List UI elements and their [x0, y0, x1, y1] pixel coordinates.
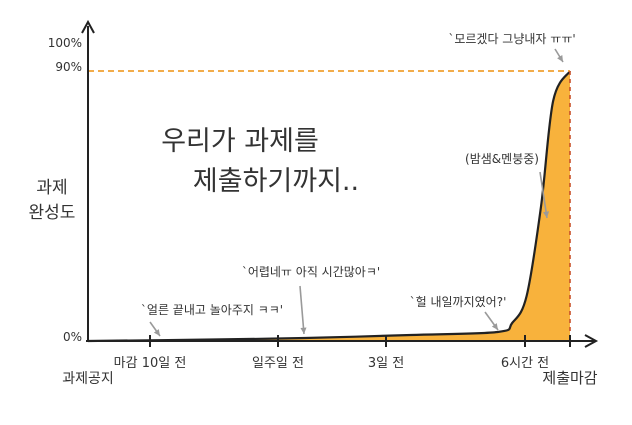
y-axis-label-line2: 완성도 [29, 203, 76, 223]
completion-curve [87, 70, 571, 343]
x-start-label: 과제공지 [62, 371, 114, 387]
y-tick-90: 90% [55, 60, 82, 74]
x-tick-label: 3일 전 [368, 356, 404, 371]
annotation-label: (밤샘&멘붕중) [465, 152, 539, 166]
x-tick-label: 6시간 전 [501, 356, 549, 371]
annotation-label: `얼른 끝내고 놀아주지 ㅋㅋ' [141, 303, 283, 317]
x-tick-label: 마감 10일 전 [114, 356, 187, 371]
chart-title-line1: 우리가 과제를 [161, 126, 319, 157]
annotation-arrow [299, 285, 305, 335]
x-tick-label: 일주일 전 [252, 356, 304, 371]
y-tick-100: 100% [48, 36, 82, 50]
annotation-arrowhead [491, 323, 498, 330]
annotation-arrowhead [557, 55, 563, 62]
annotation-arrow [539, 171, 548, 219]
annotation-label: `모르겠다 그냥내자 ㅠㅠ' [448, 32, 575, 46]
chart-title-line2: 제출하기까지.. [193, 166, 359, 197]
annotation-arrowhead [543, 211, 550, 218]
annotation-label: `어렵네ㅠ 아직 시간많아ㅋ' [242, 265, 380, 279]
annotation-arrowhead [300, 327, 307, 334]
y-axis-arrow [81, 19, 95, 34]
x-end-label: 제출마감 [542, 369, 597, 387]
x-axis-arrow [584, 334, 599, 348]
y-axis-label-line1: 과제 [36, 178, 67, 198]
y-tick-0: 0% [63, 330, 82, 344]
annotation-arrowhead [153, 329, 160, 336]
completion-area [88, 71, 570, 341]
annotation-label: `헐 내일까지였어?' [410, 295, 507, 309]
